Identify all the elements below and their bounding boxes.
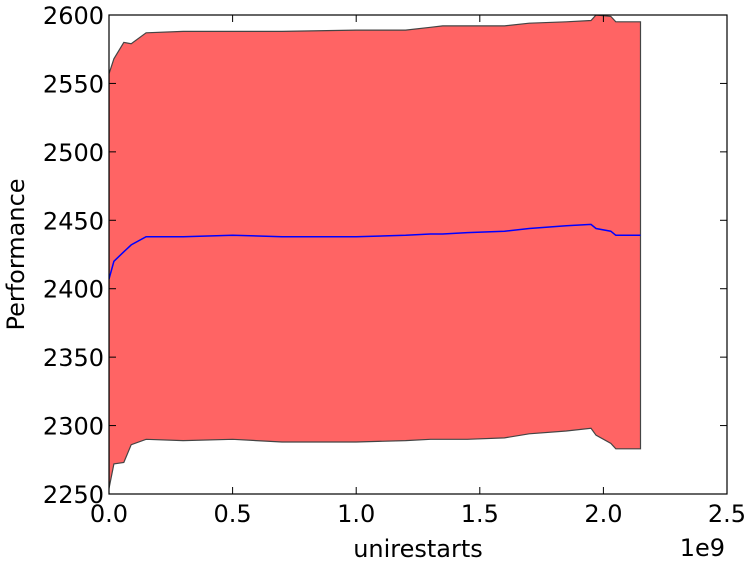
x-axis-label: unirestarts [353, 535, 483, 563]
x-tick-label: 1.0 [337, 500, 375, 528]
y-tick-label: 2450 [43, 207, 104, 235]
mean-line-0 [109, 223, 641, 280]
tick-layer: 0.0 0.5 1.0 1.5 2.0 2.5 2250 2300 2350 2400 2450 25… [43, 2, 746, 528]
x-offset-label: 1e9 [680, 534, 725, 562]
std-band-0 [109, 15, 642, 489]
plot-frame [108, 14, 728, 495]
x-tick-label: 0.0 [90, 500, 128, 528]
x-tick-label: 1.5 [461, 500, 499, 528]
x-tick-label: 2.0 [584, 500, 622, 528]
y-tick-label: 2500 [43, 139, 104, 167]
x-tick-label: 2.5 [708, 500, 746, 528]
y-axis-label: Performance [2, 178, 30, 330]
line-layer [109, 223, 641, 280]
y-tick-label: 2350 [43, 344, 104, 372]
y-tick-label: 2400 [43, 276, 104, 304]
y-tick-label: 2600 [43, 2, 104, 30]
band-layer [109, 15, 642, 489]
y-tick-label: 2550 [43, 70, 104, 98]
y-tick-label: 2300 [43, 413, 104, 441]
x-tick-label: 0.5 [214, 500, 252, 528]
y-tick-label: 2250 [43, 481, 104, 509]
